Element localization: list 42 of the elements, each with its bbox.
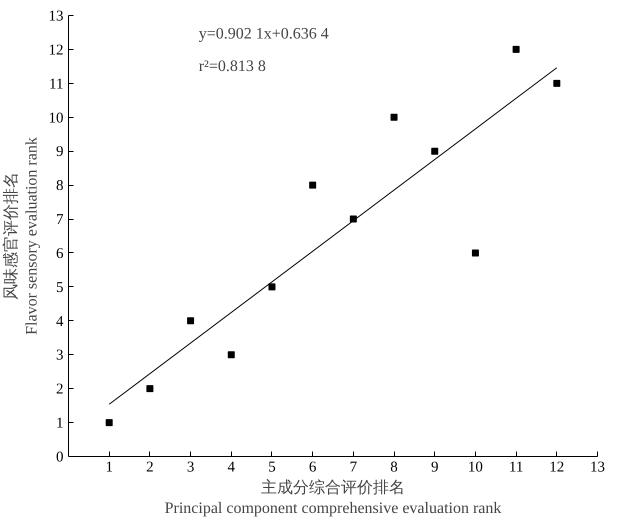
y-tick-label: 1 [56,416,64,432]
annotation: y=0.902 1x+0.636 4 [198,26,329,43]
point [106,419,113,426]
x-tick-label: 4 [228,460,236,476]
x-tick-label: 2 [146,460,154,476]
x-axis-title: 主成分综合评价排名 Principal component comprehensive evaluation rank [164,478,502,517]
y-tick-label: 9 [56,144,64,160]
x-tick-label: 12 [549,460,564,476]
y-tick-label: 12 [48,42,64,58]
x-tick-label: 7 [350,460,358,476]
x-tick-label: 1 [105,460,113,476]
point [431,148,438,155]
point [309,182,316,189]
y-tick-label: 10 [48,110,64,126]
y-tick-label: 3 [56,348,64,364]
point [146,385,154,392]
y-tick-label: 0 [56,450,64,466]
x-tick-label: 10 [468,460,483,476]
x-tick-label: 8 [390,460,398,476]
y-tick-label: 6 [56,246,64,262]
annotation: r²=0.813 8 [198,58,266,75]
y-tick-label: 5 [56,280,64,296]
x-tick-label: 3 [186,460,194,476]
point [228,351,235,358]
point [187,317,194,324]
y-tick-label: 11 [49,76,64,92]
x-tick-label: 5 [268,460,276,476]
y-tick-label: 2 [56,382,64,398]
y-tick-label: 13 [48,8,64,24]
point [553,80,560,87]
y-axis-title: 风味感官评价排名 Flavor sensory evaluation rank [2,137,40,335]
point [268,283,276,290]
x-tick-label: 9 [430,460,438,476]
point [472,249,479,256]
x-tick-label: 11 [508,460,524,476]
x-tick-label: 13 [590,460,605,476]
point [512,46,520,53]
point [390,114,398,121]
y-tick-label: 4 [56,314,64,330]
y-tick-label: 8 [56,178,64,194]
x-tick-label: 6 [308,460,317,476]
y-tick-label: 7 [56,212,64,228]
